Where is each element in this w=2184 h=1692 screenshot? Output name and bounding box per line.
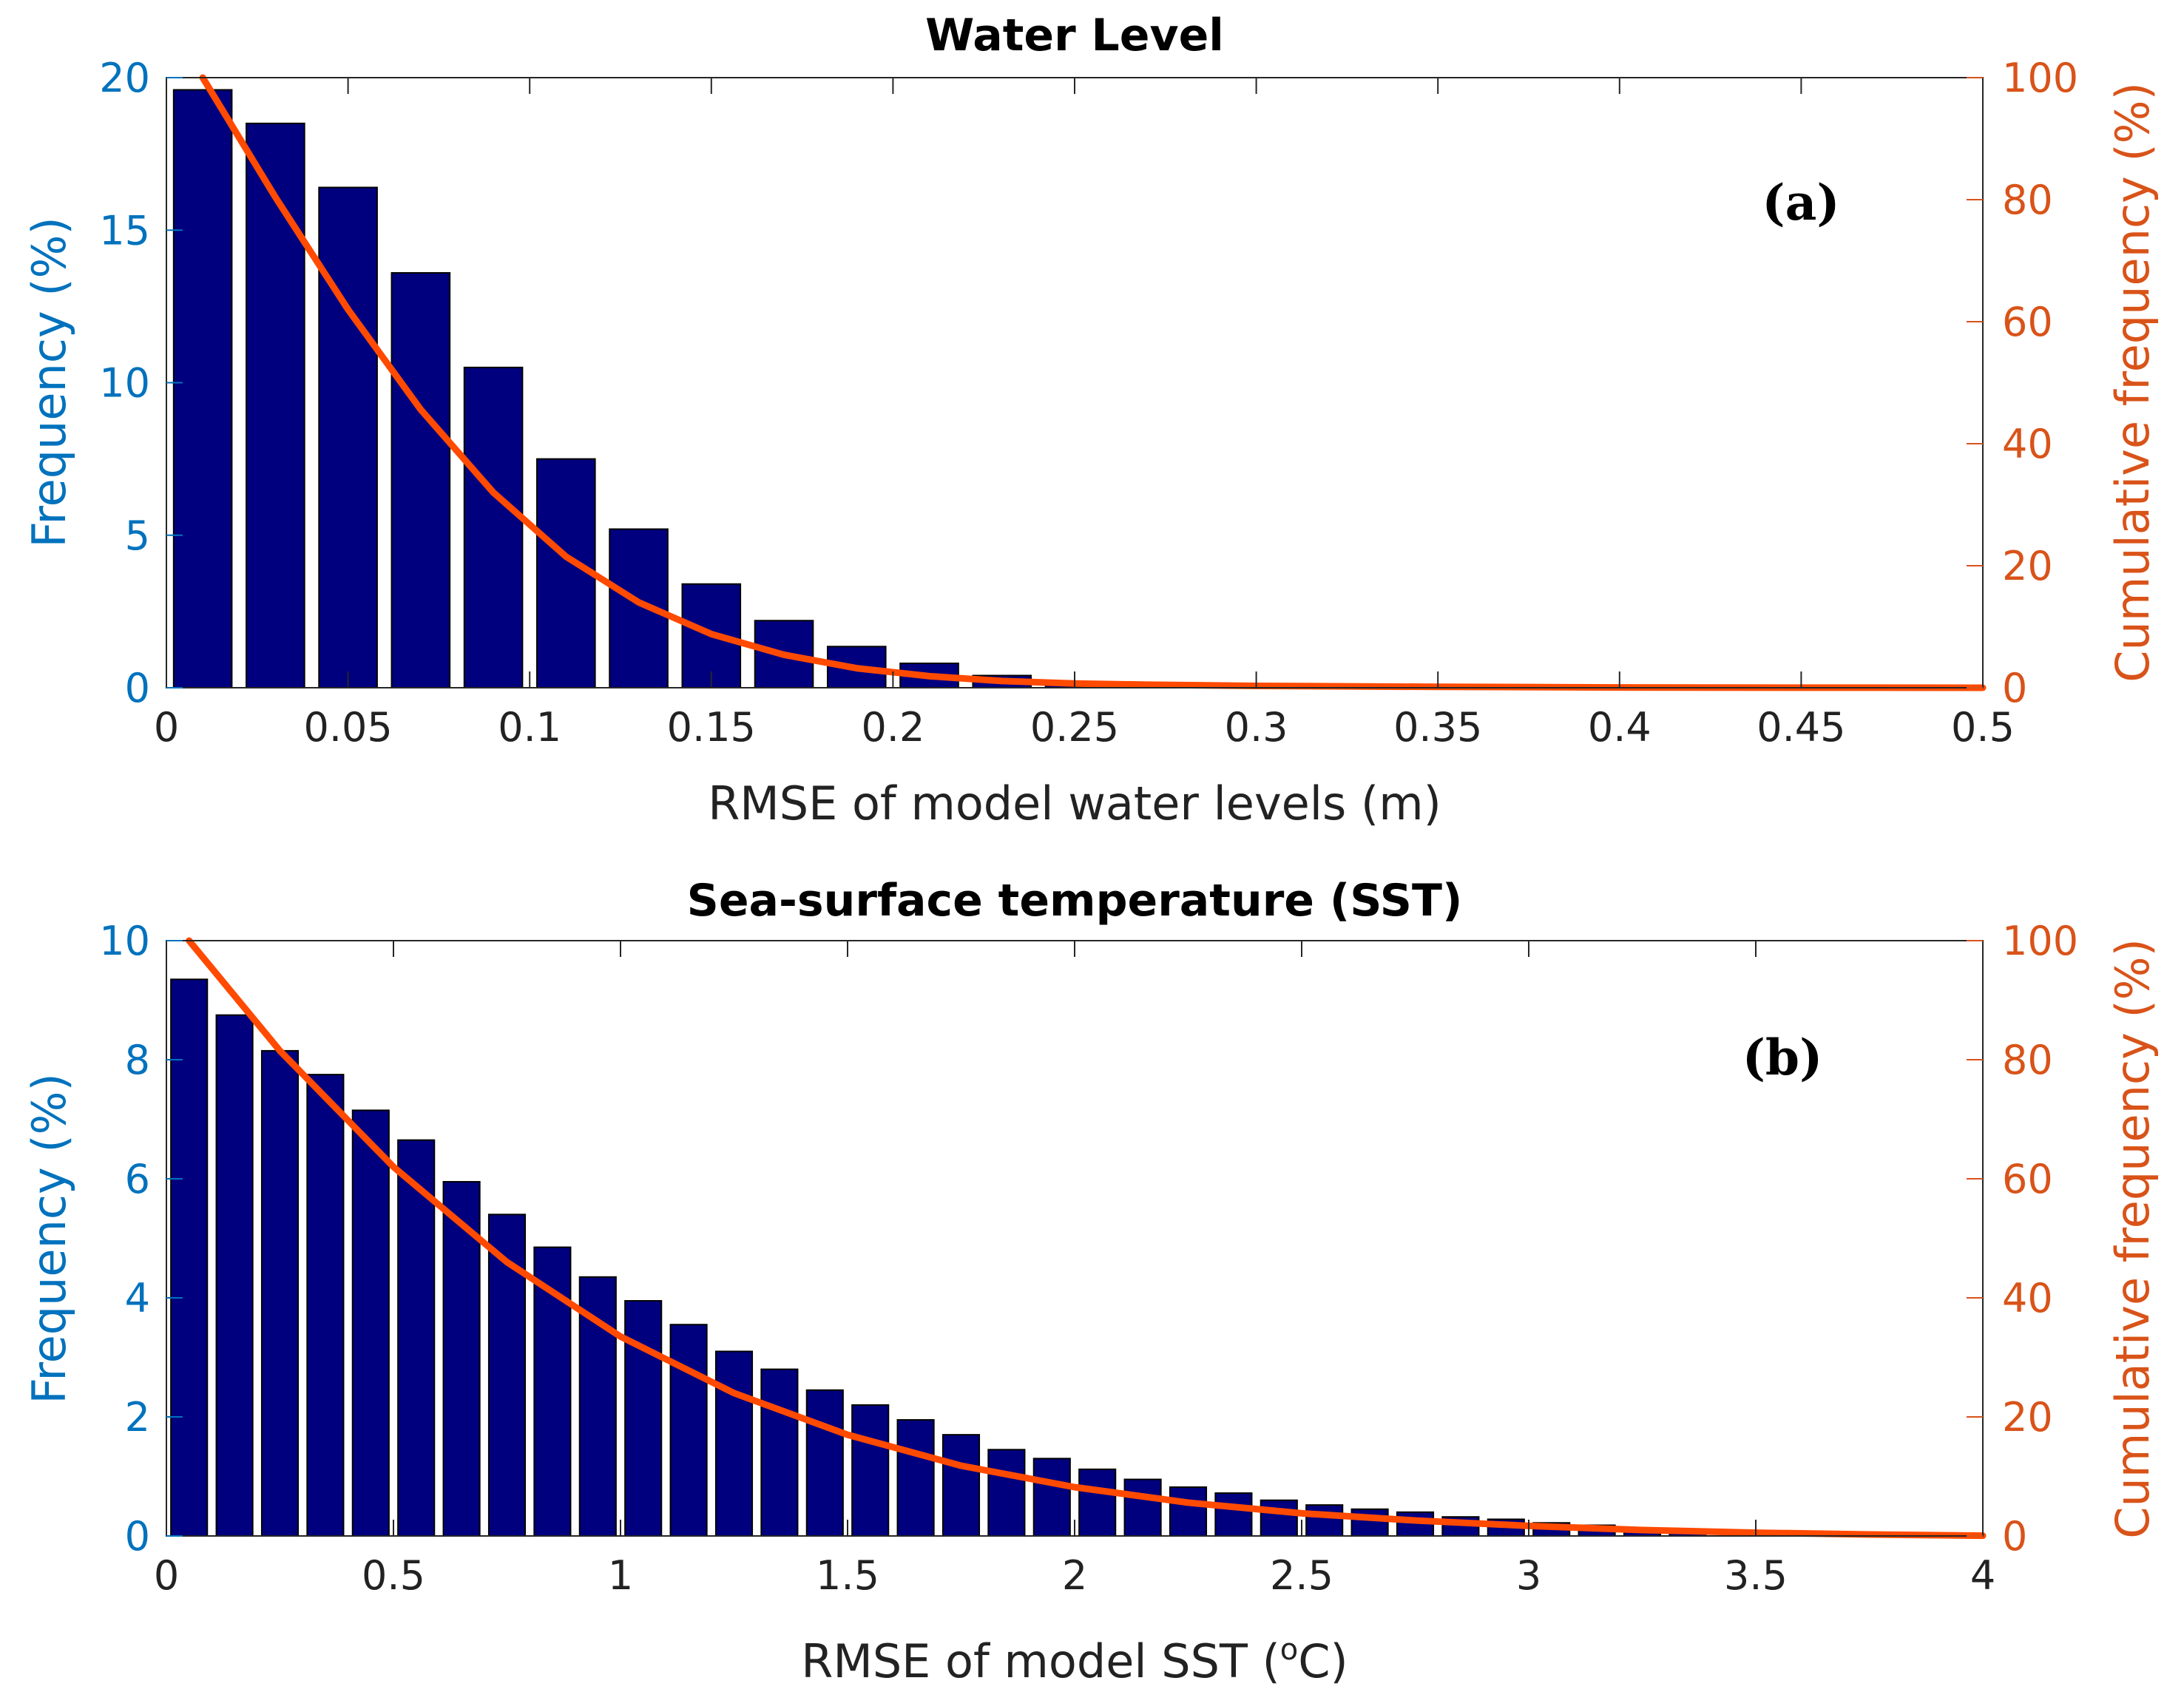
bar-b [1214, 1492, 1253, 1537]
y-tick-label-a: 10 [99, 360, 150, 407]
x-tick-label-a: 0.05 [303, 704, 392, 751]
y-tick-label-a: 20 [99, 55, 150, 101]
bar-b [1078, 1468, 1117, 1537]
x-axis-label-b: RMSE of model SST (oC) [801, 1633, 1348, 1688]
bar-a [172, 89, 233, 688]
x-tick-label-a: 0.45 [1757, 704, 1845, 751]
bars-b [170, 978, 1707, 1537]
y2-tick-label-a: 20 [2002, 543, 2053, 589]
y2-axis-ticks-a: 0 20 40 60 80 100 [1967, 55, 2078, 711]
bar-b [896, 1419, 935, 1537]
x-tick-label-a: 0.15 [667, 704, 756, 751]
bar-b [624, 1300, 663, 1537]
y-axis-ticks-b: 0 2 4 6 8 10 [99, 918, 183, 1560]
chart-title-a: Water Level [925, 10, 1224, 61]
y2-tick-label-a: 80 [2002, 177, 2053, 223]
bar-b [805, 1389, 844, 1537]
y-tick-label-a: 5 [125, 512, 150, 559]
bar-b [987, 1449, 1026, 1537]
bar-b [1305, 1504, 1344, 1537]
x-tick-label-a: 0.3 [1225, 704, 1288, 751]
x-tick-label-a: 0.25 [1030, 704, 1119, 751]
bar-b [170, 978, 209, 1537]
x-tick-label-b: 3 [1516, 1552, 1541, 1599]
y2-tick-label-b: 20 [2002, 1394, 2053, 1441]
bar-b [1123, 1478, 1162, 1537]
panel-b: Sea-surface temperature (SST) 0 0.5 1 1.5 2 2… [22, 875, 2160, 1688]
x-tick-label-b: 1 [608, 1552, 633, 1599]
bar-a [318, 186, 378, 688]
x-axis-label-b-sup: o [1280, 1633, 1298, 1667]
bar-b [260, 1049, 300, 1537]
y-axis-ticks-a: 0 5 10 15 20 [99, 55, 183, 711]
bar-b [442, 1181, 481, 1537]
y-tick-label-a: 15 [99, 207, 150, 254]
x-tick-label-b: 3.5 [1724, 1552, 1788, 1599]
x-tick-label-a: 0.5 [1951, 704, 2015, 751]
cumulative-line-b [186, 937, 1987, 1540]
x-axis-label-a: RMSE of model water levels (m) [708, 776, 1441, 830]
y2-tick-label-a: 60 [2002, 299, 2053, 345]
x-tick-label-a: 0.1 [498, 704, 561, 751]
y2-tick-label-b: 60 [2002, 1156, 2053, 1202]
bar-b [1032, 1458, 1071, 1537]
bar-b [397, 1139, 436, 1537]
y2-tick-label-b: 0 [2002, 1513, 2027, 1560]
plot-frame-b [166, 940, 1984, 1537]
y-tick-label-b: 6 [125, 1156, 150, 1202]
x-tick-label-b: 0.5 [362, 1552, 425, 1599]
y-tick-label-a: 0 [125, 665, 150, 711]
bar-b [1350, 1508, 1389, 1537]
chart-title-b: Sea-surface temperature (SST) [687, 875, 1463, 927]
x-axis-label-b-main: RMSE of model SST ( [801, 1634, 1280, 1688]
x-tick-label-b: 0 [154, 1552, 179, 1599]
bars-a [172, 89, 1250, 689]
bar-a [246, 122, 305, 689]
y2-tick-label-a: 40 [2002, 421, 2053, 467]
y2-tick-label-a: 0 [2002, 665, 2027, 711]
x-tick-label-a: 0.4 [1588, 704, 1651, 751]
bar-b [851, 1404, 890, 1537]
panel-tag-a: (a) [1762, 174, 1839, 231]
y-tick-label-b: 10 [99, 918, 150, 964]
x-tick-label-b: 2 [1062, 1552, 1087, 1599]
bar-b [941, 1434, 981, 1537]
x-tick-label-b: 2.5 [1270, 1552, 1333, 1599]
x-tick-label-a: 0.35 [1393, 704, 1482, 751]
bar-a [536, 458, 596, 689]
y2-axis-ticks-b: 0 20 40 60 80 100 [1967, 918, 2078, 1560]
y-axis-label-b: Frequency (%) [22, 1073, 76, 1404]
x-axis-ticks-a: 0 0.05 0.1 0.15 0.2 0.25 0.3 0.35 0.4 0.45 0.5 [154, 78, 2015, 751]
x-axis-label-b-tail: C) [1298, 1634, 1348, 1688]
bar-a [463, 366, 524, 689]
y-tick-label-b: 0 [125, 1513, 150, 1560]
x-axis-ticks-b: 0 0.5 1 1.5 2 2.5 3 3.5 4 [154, 941, 1995, 1599]
bar-b [1260, 1499, 1298, 1537]
panel-a: Water Level 0 0.05 0.1 0.15 0.2 0.25 0.3 0.35 0.… [22, 10, 2160, 830]
bar-b [351, 1109, 390, 1537]
bar-b [714, 1350, 754, 1537]
y2-tick-label-b: 100 [2002, 918, 2078, 964]
bar-b [306, 1074, 345, 1537]
y2-axis-label-b: Cumulative frequency (%) [2106, 938, 2160, 1539]
bar-b [215, 1014, 254, 1537]
y2-tick-label-b: 40 [2002, 1275, 2053, 1322]
y-axis-label-a: Frequency (%) [22, 217, 76, 547]
panel-tag-b: (b) [1742, 1029, 1823, 1086]
bar-a [391, 272, 451, 688]
y2-axis-label-a: Cumulative frequency (%) [2106, 82, 2160, 683]
bar-b [760, 1368, 799, 1537]
y2-tick-label-a: 100 [2002, 55, 2078, 101]
y-tick-label-b: 4 [125, 1275, 150, 1322]
y-tick-label-b: 2 [125, 1394, 150, 1441]
x-tick-label-a: 0.2 [861, 704, 924, 751]
y2-tick-label-b: 80 [2002, 1037, 2053, 1083]
bar-b [1169, 1486, 1208, 1537]
x-tick-label-b: 4 [1970, 1552, 1995, 1599]
y-tick-label-b: 8 [125, 1037, 150, 1083]
x-tick-label-a: 0 [154, 704, 179, 751]
bar-b [669, 1324, 708, 1537]
x-tick-label-b: 1.5 [816, 1552, 879, 1599]
